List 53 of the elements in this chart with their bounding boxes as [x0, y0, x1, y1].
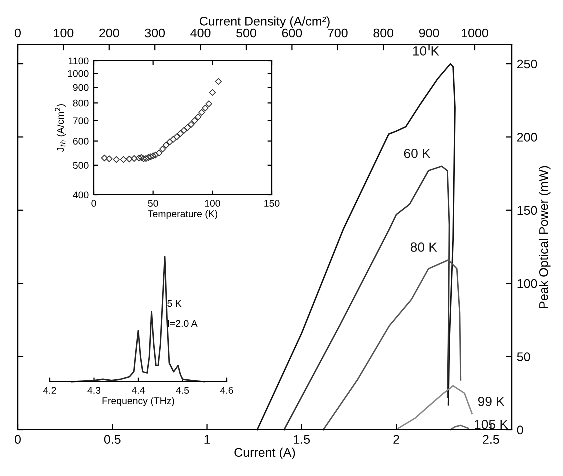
x2-tick-label: 300: [145, 28, 166, 38]
series-label: 80 K: [410, 242, 438, 252]
x2-tick-label: 0: [15, 28, 21, 38]
x-tick-label: 1.5: [294, 435, 310, 444]
x2-axis-title: Current Density (A/cm²): [200, 16, 330, 28]
y-tick-label: 700: [73, 118, 89, 124]
y-tick-label: 500: [73, 162, 89, 170]
x-tick-label: 0: [92, 200, 96, 207]
x-tick-label: 50: [148, 200, 158, 207]
y-tick-label: 800: [73, 100, 89, 107]
y-tick-label: 150: [518, 206, 538, 216]
y-axis-title: Peak Optical Power (mW): [539, 166, 551, 308]
annotation: 5 K: [168, 300, 182, 308]
x-tick-label: 150: [264, 200, 280, 207]
y-tick-label: 200: [517, 133, 538, 142]
x-axis-title: Current (A): [234, 448, 296, 460]
y-tick-label: 50: [517, 352, 530, 362]
y-tick-label: 250: [517, 60, 538, 69]
x2-tick-label: 200: [100, 28, 120, 38]
series-label: 99 K: [478, 396, 505, 406]
series-label: 60 K: [404, 148, 431, 158]
x-tick-label: 4.2: [43, 387, 56, 394]
x-tick-label: 4.3: [88, 387, 101, 394]
x2-tick-label: 900: [419, 28, 440, 38]
x-tick-label: 100: [205, 200, 220, 207]
y-tick-label: 900: [73, 84, 89, 92]
x-tick-label: 4.5: [176, 387, 190, 394]
x-tick-label: 0.5: [104, 435, 121, 444]
y-tick-label: 1100: [68, 58, 89, 65]
x2-tick-label: 500: [236, 28, 256, 38]
y-tick-label: 100: [518, 279, 538, 288]
x2-tick-label: 700: [328, 28, 348, 38]
y-tick-label: 600: [73, 138, 89, 145]
x-axis-title: Frequency (THz): [102, 397, 174, 406]
y-tick-label: 400: [73, 192, 89, 199]
x-tick-label: 4.6: [220, 387, 234, 394]
y-tick-label: 0: [517, 426, 524, 435]
y-axis-title: J$_{th}$ (A/cm$^{2}$): [55, 104, 66, 152]
annotation: I=2.0 A: [168, 320, 198, 328]
x-tick-label: 2.5: [483, 435, 500, 444]
x2-tick-label: 400: [190, 28, 211, 38]
x-axis-title: Temperature (K): [148, 210, 218, 220]
x2-tick-label: 100: [54, 28, 74, 38]
x2-tick-label: 600: [282, 28, 302, 38]
y-tick-label: 1000: [68, 70, 89, 78]
x-tick-label: 1: [204, 435, 210, 444]
x-tick-label: 4.4: [132, 387, 145, 394]
x-tick-label: 2: [394, 435, 400, 444]
series-label: 105 K: [475, 420, 508, 430]
x-tick-label: 0: [15, 435, 21, 444]
x2-tick-label: 1000: [462, 28, 488, 38]
x2-tick-label: 800: [374, 28, 394, 38]
series-label: 10 K: [413, 46, 440, 56]
